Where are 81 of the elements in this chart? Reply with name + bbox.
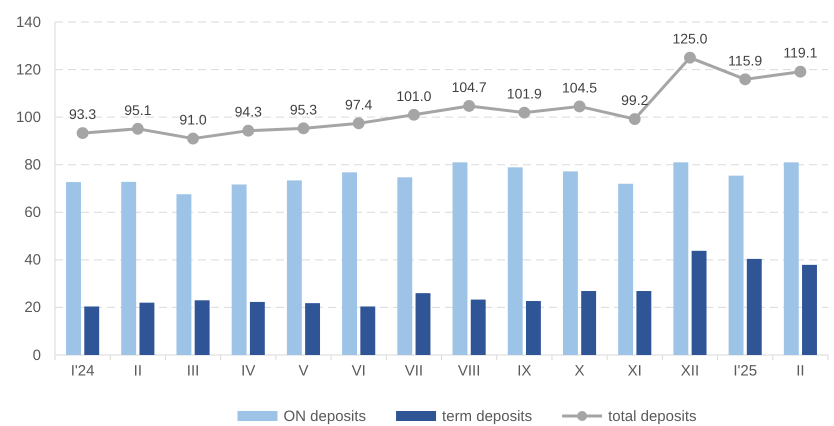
y-tick-label: 100: [16, 108, 41, 126]
bar: [636, 291, 652, 355]
data-label: 91.0: [179, 112, 207, 128]
x-tick-label: VII: [404, 362, 424, 380]
bar: [84, 306, 100, 355]
data-label: 101.9: [506, 86, 542, 102]
data-label: 125.0: [672, 30, 708, 47]
point: [628, 113, 641, 125]
bar: [232, 184, 247, 355]
bar: [194, 300, 210, 355]
x-tick-label: IV: [241, 362, 256, 380]
data-label: 95.3: [290, 101, 318, 118]
bar: [452, 162, 468, 355]
point: [298, 122, 310, 134]
data-label: 115.9: [728, 52, 762, 68]
x-tick-label: VI: [352, 362, 366, 380]
point: [352, 117, 365, 130]
bar: [250, 302, 265, 355]
point: [463, 100, 476, 112]
x-tick-label: II: [796, 362, 805, 380]
bar: [581, 291, 596, 355]
bar: [562, 171, 578, 355]
bar: [121, 182, 136, 355]
bar: [416, 293, 430, 355]
point: [518, 106, 530, 119]
bar: [470, 300, 486, 355]
y-tick-label: 140: [16, 14, 41, 31]
point: [408, 108, 420, 121]
bar: [802, 264, 817, 355]
x-tick-label: X: [574, 362, 585, 380]
bar: [728, 176, 744, 355]
legend-label: total deposits: [608, 408, 696, 425]
y-tick-label: 40: [24, 252, 41, 269]
legend-label: term deposits: [442, 408, 532, 425]
x-tick-label: III: [186, 362, 200, 380]
x-tick-label: XII: [680, 362, 700, 380]
x-tick-label: XI: [628, 362, 642, 380]
y-tick-label: 0: [32, 346, 41, 364]
legend-label: ON deposits: [284, 408, 366, 425]
y-tick-label: 60: [24, 204, 41, 222]
x-tick-label: II: [134, 362, 142, 380]
bar: [305, 303, 320, 355]
point: [574, 100, 586, 112]
point: [242, 124, 254, 137]
data-label: 95.1: [124, 102, 152, 118]
point: [739, 73, 752, 86]
data-label: 101.0: [396, 88, 432, 104]
y-tick-label: 80: [24, 156, 41, 174]
bar: [618, 184, 634, 355]
point: [132, 122, 144, 135]
data-label: 104.5: [562, 79, 598, 96]
bar: [176, 194, 192, 355]
data-label: 94.3: [234, 104, 262, 120]
bar: [692, 250, 707, 355]
y-tick-label: 20: [24, 299, 41, 316]
x-tick-label: IX: [517, 362, 532, 380]
point: [684, 52, 696, 64]
bar: [397, 177, 412, 355]
data-label: 93.3: [68, 106, 96, 122]
x-tick-label: VIII: [458, 362, 480, 380]
x-tick-label: V: [298, 362, 308, 380]
data-label: 119.1: [783, 44, 818, 61]
bar: [66, 182, 81, 355]
bar: [746, 258, 762, 355]
data-label: 104.7: [452, 78, 487, 95]
point: [794, 66, 806, 78]
bar: [673, 162, 688, 355]
point: [187, 132, 199, 144]
data-label: 97.4: [345, 96, 373, 112]
bar: [139, 302, 154, 355]
bar: [286, 180, 302, 355]
y-tick-label: 120: [16, 61, 41, 78]
bar: [508, 167, 523, 355]
bar: [342, 172, 358, 355]
x-tick-label: I'25: [733, 362, 758, 380]
data-label: 99.2: [621, 92, 649, 108]
bar: [360, 306, 376, 355]
point: [76, 127, 89, 139]
x-tick-label: I'24: [70, 362, 94, 380]
bar: [526, 301, 541, 355]
bar: [784, 162, 799, 355]
